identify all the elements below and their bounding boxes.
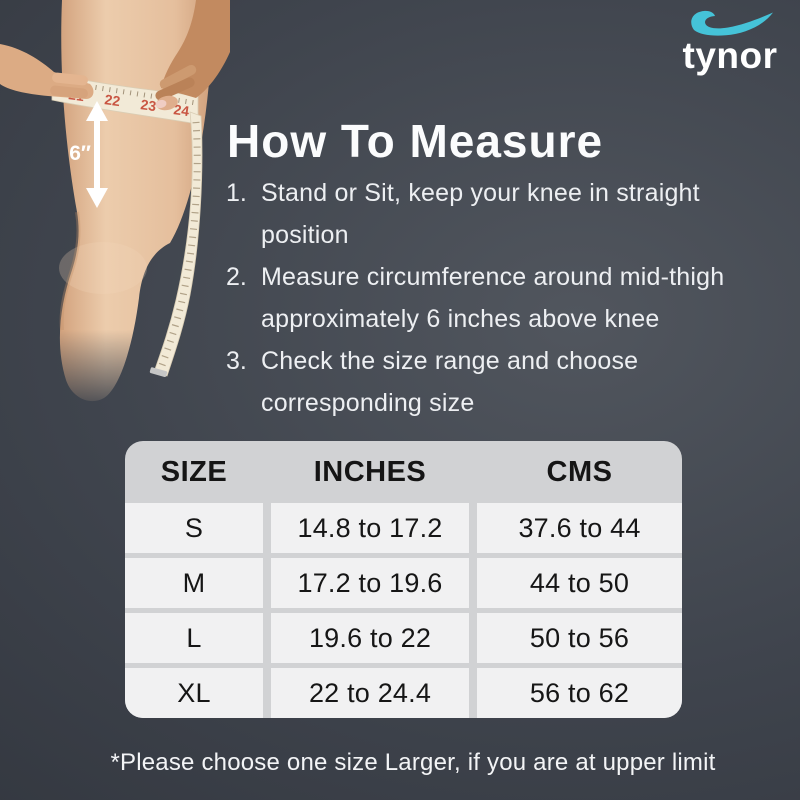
tape-number: 22 [104,91,122,109]
brand-logo: tynor [674,8,786,74]
step-item: 2. Measure circumference around mid-thig… [226,256,746,340]
header-cell-inches: INCHES [313,455,427,488]
step-number: 1. [226,179,247,207]
table-cell: S [125,503,263,553]
table-cell: M [125,558,263,608]
right-hand [155,0,230,111]
footnote: *Please choose one size Larger, if you a… [110,749,716,776]
step-text: Measure circumference around mid-thigh a… [261,263,725,333]
size-table-body: S 14.8 to 17.2 37.6 to 44 M 17.2 to 19.6… [125,503,682,718]
table-cell: 37.6 to 44 [477,503,682,553]
tape-number: 23 [140,96,158,114]
page-title: How To Measure [227,115,604,167]
table-cell: 22 to 24.4 [271,668,469,718]
tape-number: 24 [173,101,191,119]
header-cell-cms: CMS [546,455,613,488]
steps-list: 1. Stand or Sit, keep your knee in strai… [226,172,746,424]
step-item: 1. Stand or Sit, keep your knee in strai… [226,172,746,256]
six-inch-label: 6″ [69,142,91,165]
size-table: SIZE INCHES CMS S 14.8 to 17.2 37.6 to 4… [125,441,682,718]
left-hand [0,44,94,99]
table-cell: 44 to 50 [477,558,682,608]
table-cell: 19.6 to 22 [271,613,469,663]
measure-photo: 21 22 23 24 6″ [0,0,230,402]
header-cell-size: SIZE [160,455,228,488]
step-number: 3. [226,347,247,375]
table-cell: L [125,613,263,663]
brand-name: tynor [682,35,778,76]
table-cell: 50 to 56 [477,613,682,663]
size-table-header: SIZE INCHES CMS [125,441,682,503]
brand-wave-icon [691,10,773,36]
step-text: Stand or Sit, keep your knee in straight… [261,179,700,249]
six-inch-arrow [86,101,108,208]
table-cell: 17.2 to 19.6 [271,558,469,608]
table-cell: 56 to 62 [477,668,682,718]
table-cell: 14.8 to 17.2 [271,503,469,553]
step-item: 3. Check the size range and choose corre… [226,340,746,424]
step-text: Check the size range and choose correspo… [261,347,639,417]
hanging-tape [149,111,203,378]
step-number: 2. [226,263,247,291]
table-cell: XL [125,668,263,718]
